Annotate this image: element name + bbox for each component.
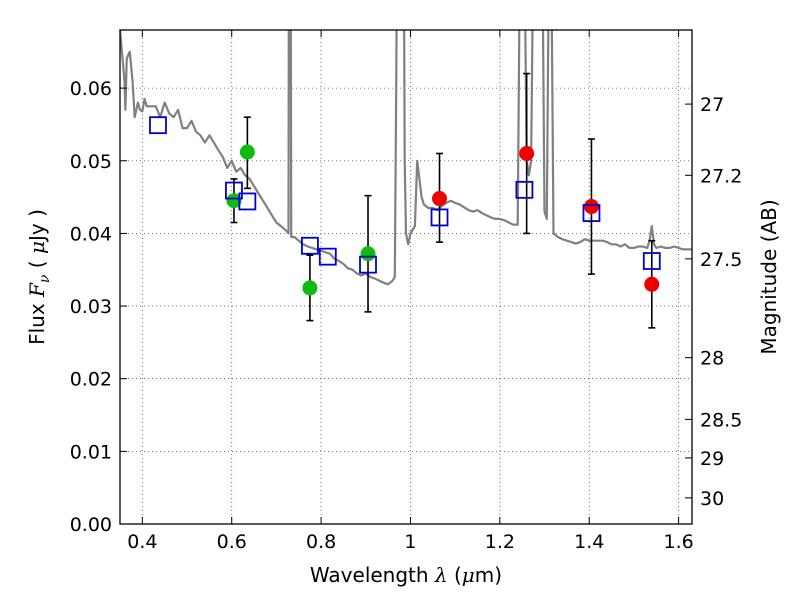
- model-spectrum-line: [120, 30, 692, 286]
- y-axis-title: Flux Fν ( μJy ): [25, 209, 53, 345]
- x-tick-label: 1.2: [485, 531, 515, 553]
- green-data-point: [239, 144, 255, 160]
- y-axis-title-f: F: [25, 282, 49, 298]
- model-band-square: [582, 204, 601, 222]
- model-band-square: [515, 180, 534, 199]
- y2-axis-title: Magnitude (AB): [757, 199, 781, 354]
- red-data-point: [432, 191, 448, 207]
- x-tick-label: 1.6: [663, 531, 693, 553]
- y-tick-label: 0.01: [70, 441, 112, 463]
- x-tick-label: 1: [404, 531, 416, 553]
- x-axis-title-mu: μ: [462, 563, 475, 587]
- red-data-point: [583, 199, 599, 215]
- model-band-square: [430, 208, 449, 227]
- red-data-point: [519, 146, 535, 161]
- y-tick-label: 0.02: [70, 369, 112, 391]
- plot-background: [120, 30, 692, 524]
- y-tick-label: 0.05: [70, 151, 112, 173]
- y2-tick-label: 28.5: [700, 409, 742, 431]
- y-axis-title-text: Flux: [25, 297, 49, 345]
- y-tick-label: 0.00: [70, 514, 112, 536]
- y-axis-title-nu: ν: [37, 274, 53, 283]
- x-tick-label: 0.4: [127, 531, 157, 553]
- x-tick-label: 1.4: [574, 531, 604, 553]
- green-data-point: [302, 280, 318, 296]
- ticks: 0.4 0.6 0.8 1 1.2 1.4 1.6 0.00 0.01 0.02 0.03 0.04 0…: [70, 30, 742, 553]
- y-tick-label: 0.06: [70, 78, 112, 100]
- x-axis-title-lambda: λ: [434, 563, 448, 587]
- model-band-square: [359, 255, 377, 274]
- green-data-point: [226, 193, 242, 209]
- y2-tick-label: 27.2: [700, 165, 742, 187]
- x-axis-title-text: Wavelength: [310, 563, 435, 587]
- y2-tick-label: 29: [700, 448, 724, 470]
- y-axis-title-open: (: [25, 254, 49, 275]
- y2-tick-label: 27.5: [700, 249, 742, 271]
- plot-frame: [119, 29, 693, 525]
- x-axis-title-open: (: [448, 563, 462, 587]
- x-axis-title: Wavelength λ (μm): [310, 563, 502, 587]
- model-band-square: [642, 252, 661, 270]
- model-band-square: [318, 247, 337, 266]
- y-axis-title-unit: Jy ): [25, 209, 49, 243]
- model-band-square: [225, 181, 243, 200]
- x-tick-label: 0.8: [306, 531, 336, 553]
- y2-tick-label: 27: [700, 94, 724, 116]
- model-band-square: [238, 192, 257, 211]
- y-axis-title-mu: μ: [25, 241, 49, 254]
- x-tick-label: 0.6: [217, 531, 247, 553]
- y-tick-label: 0.03: [70, 296, 112, 318]
- red-data-point: [644, 276, 660, 292]
- model-band-square: [301, 236, 319, 255]
- data-layer: [120, 30, 692, 329]
- green-data-point: [360, 246, 376, 262]
- y2-tick-label: 30: [700, 488, 724, 510]
- x-axis-title-unit: m): [475, 563, 502, 587]
- model-band-square: [149, 116, 167, 135]
- y-tick-label: 0.04: [70, 223, 112, 245]
- y2-tick-label: 28: [700, 348, 724, 370]
